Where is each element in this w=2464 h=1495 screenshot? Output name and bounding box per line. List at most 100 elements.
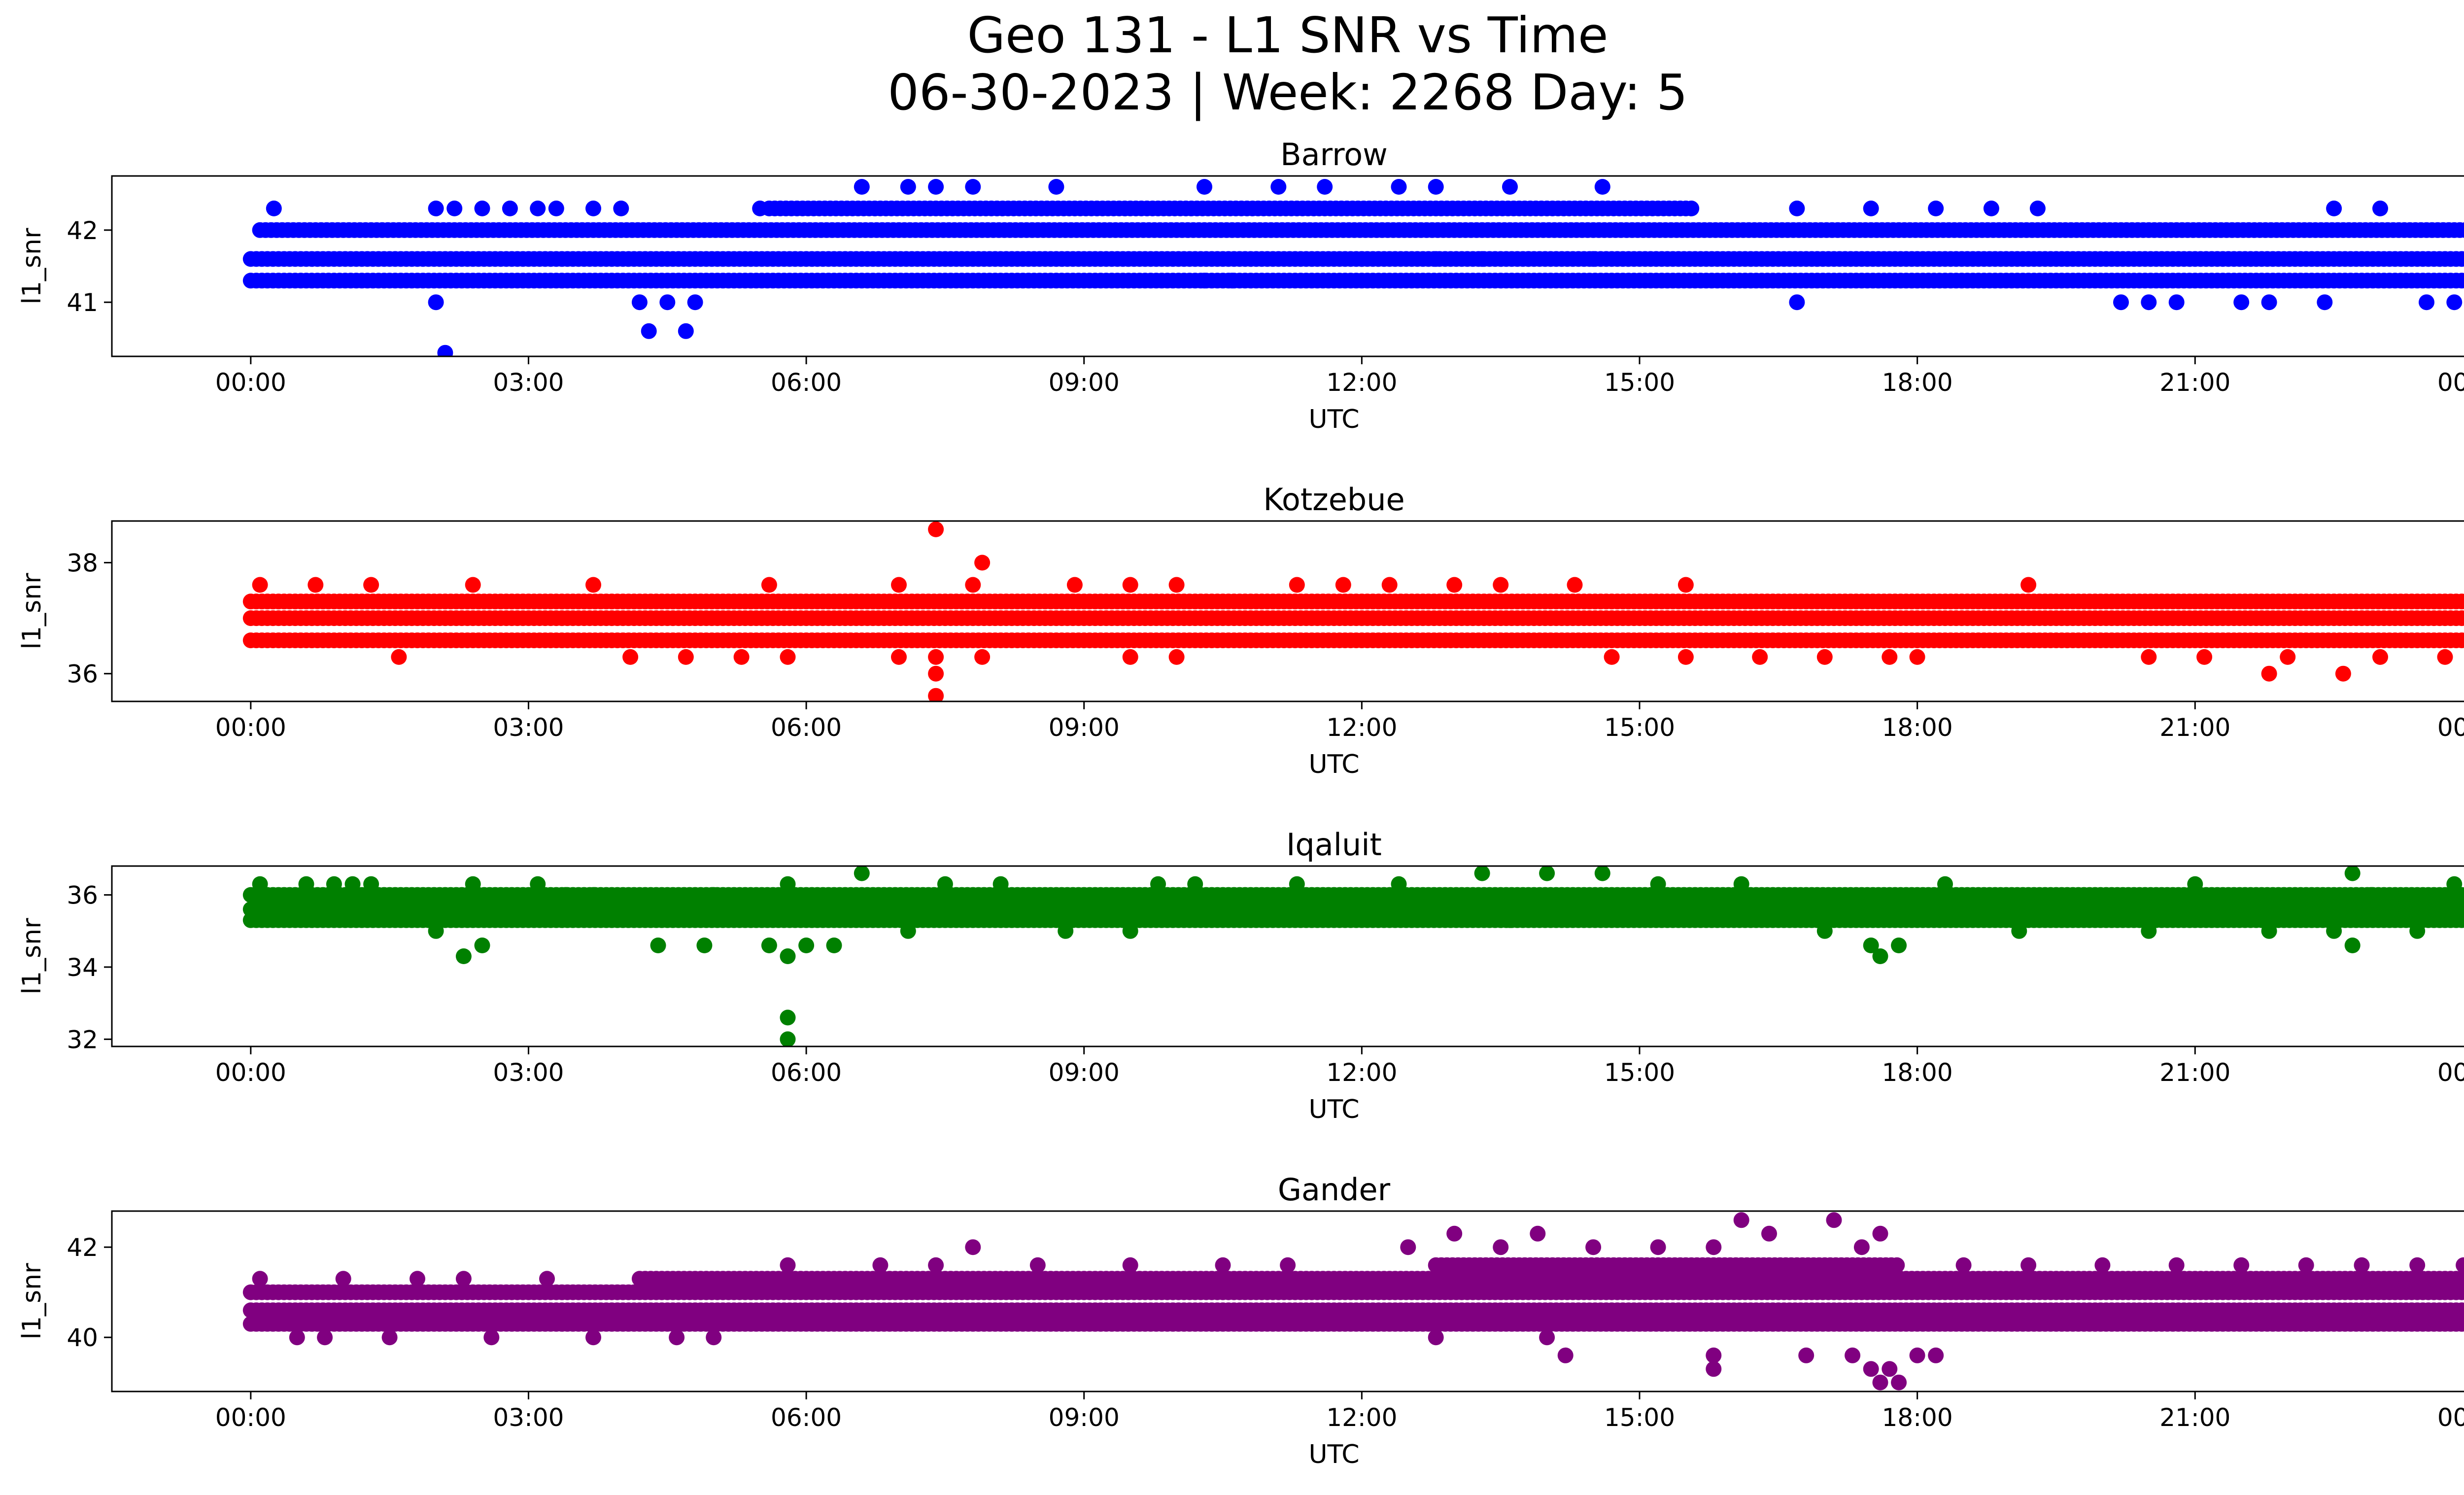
point [965, 577, 981, 593]
point [1381, 577, 1398, 593]
x-tick-label: 00:00 [215, 368, 286, 397]
point [2233, 294, 2250, 311]
point [2446, 876, 2463, 892]
point [928, 649, 944, 665]
point [252, 577, 268, 593]
point [1197, 179, 1212, 195]
y-axis-label: l1_snr [17, 573, 47, 650]
point [585, 577, 601, 593]
point [1604, 649, 1620, 665]
point [2446, 294, 2463, 311]
band-1 [242, 251, 2464, 267]
x-tick-label: 00:00 [215, 1058, 286, 1087]
point [2113, 294, 2129, 311]
point [706, 887, 722, 903]
point [798, 938, 815, 953]
point [585, 200, 601, 216]
point [1816, 923, 1833, 939]
point [1502, 912, 1518, 928]
x-ticks: 00:00 03:00 06:00 09:00 12:00 15:00 18:00 21:00… [215, 701, 2464, 742]
point [1197, 273, 1212, 289]
point [733, 649, 750, 665]
point [1585, 251, 1602, 267]
subplot-title: Iqaluit [1286, 827, 1382, 863]
point [2029, 200, 2046, 216]
point [1224, 273, 1240, 289]
point [613, 200, 629, 216]
point [1058, 923, 1074, 939]
x-tick-label: 00:00 [215, 713, 286, 742]
point [1733, 876, 1749, 892]
point [1474, 251, 1490, 267]
x-tick-label: 15:00 [1604, 368, 1675, 397]
point [780, 1031, 796, 1046]
x-tick-label: 06:00 [771, 713, 842, 742]
point [1789, 200, 1805, 216]
point [854, 179, 870, 195]
point [2280, 649, 2296, 665]
point [891, 649, 907, 665]
point [2344, 938, 2361, 953]
point [1168, 577, 1185, 593]
point [2457, 222, 2464, 238]
point [446, 200, 463, 216]
point [1937, 876, 1953, 892]
point [2141, 294, 2157, 311]
band-1 [242, 901, 2464, 917]
point [474, 200, 490, 216]
point [2141, 923, 2157, 939]
y-tick-label: 34 [67, 953, 98, 982]
x-axis-label: UTC [1308, 405, 1359, 434]
point [854, 866, 870, 881]
x-tick-label: 03:00 [493, 1058, 564, 1087]
point [1650, 876, 1666, 892]
point [761, 938, 777, 953]
point [696, 938, 713, 953]
x-tick-label: 09:00 [1049, 368, 1120, 397]
point [2335, 665, 2351, 682]
point [2011, 923, 2027, 939]
x-ticks: 00:00 03:00 06:00 09:00 12:00 15:00 18:00 21:00… [215, 1046, 2464, 1087]
point [928, 665, 944, 682]
point [1502, 179, 1518, 195]
axes-frame [111, 865, 2464, 1047]
point [965, 179, 981, 195]
point [780, 1009, 796, 1026]
point [1391, 179, 1407, 195]
point [752, 200, 768, 216]
point [974, 649, 991, 665]
y-tick-label: 36 [67, 660, 98, 689]
point [1150, 876, 1166, 892]
axes-frame [111, 175, 2464, 357]
point [1567, 577, 1583, 593]
point [631, 294, 648, 311]
point [2459, 902, 2464, 917]
point [900, 923, 916, 939]
point [2372, 649, 2388, 665]
point [2363, 887, 2379, 903]
point [298, 876, 314, 892]
point [363, 577, 379, 593]
x-tick-label: 21:00 [2159, 368, 2230, 397]
x-tick-label: 00:00 [2437, 713, 2464, 742]
x-tick-label: 12:00 [1326, 368, 1397, 397]
point [2459, 1317, 2464, 1331]
point [2187, 876, 2203, 892]
point [1391, 876, 1407, 892]
point [252, 876, 268, 892]
point [1048, 179, 1064, 195]
x-tick-label: 09:00 [1049, 713, 1120, 742]
point [1677, 649, 1694, 665]
point [974, 555, 991, 571]
point [391, 649, 407, 665]
point [780, 948, 796, 964]
point [1928, 200, 1944, 216]
point [1122, 577, 1138, 593]
point [1863, 938, 1879, 953]
point [2459, 633, 2464, 648]
point [1289, 577, 1305, 593]
